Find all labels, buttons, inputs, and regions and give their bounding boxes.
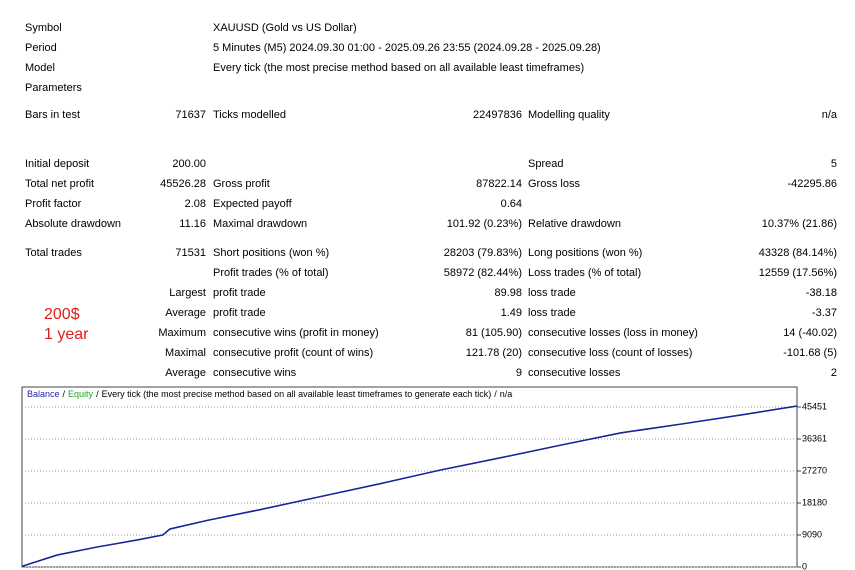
separator: / <box>96 389 99 399</box>
stat-value: 121.78 (20) <box>466 347 522 359</box>
series-line <box>21 405 798 568</box>
stat-value: 71531 <box>175 247 206 259</box>
stat-value: 14 (-40.02) <box>783 327 837 339</box>
y-tick-label: 45451 <box>802 401 827 411</box>
field-label: Period <box>25 42 57 54</box>
stat-value: 58972 (82.44%) <box>444 267 522 279</box>
stat-value: -3.37 <box>812 307 837 319</box>
field-value: 5 Minutes (M5) 2024.09.30 01:00 - 2025.0… <box>213 42 601 54</box>
stat-value: -42295.86 <box>787 178 837 190</box>
y-tick-label: 18180 <box>802 497 827 507</box>
stat-label: Short positions (won %) <box>213 247 329 259</box>
stat-value: 22497836 <box>473 109 522 121</box>
stat-value: Maximum <box>158 327 206 339</box>
annotation: 200$ <box>44 306 80 323</box>
y-tick-label: 0 <box>802 561 807 570</box>
stat-label: Bars in test <box>25 109 80 121</box>
stat-value: 2.08 <box>185 198 206 210</box>
stat-value: Average <box>165 367 206 379</box>
stat-label: Maximal drawdown <box>213 218 307 230</box>
y-tick-label: 9090 <box>802 529 822 539</box>
stat-label: Profit trades (% of total) <box>213 267 329 279</box>
stat-value: -38.18 <box>806 287 837 299</box>
stat-value: 0.64 <box>501 198 522 210</box>
stat-label: consecutive wins (profit in money) <box>213 327 379 339</box>
stat-value: 1.49 <box>501 307 522 319</box>
stat-label: Total trades <box>25 247 82 259</box>
field-label: Symbol <box>25 22 62 34</box>
stat-value: Largest <box>169 287 206 299</box>
field-label: Model <box>25 62 55 74</box>
stat-label: Gross loss <box>528 178 580 190</box>
stat-value: 12559 (17.56%) <box>759 267 837 279</box>
field-value: Every tick (the most precise method base… <box>213 62 584 74</box>
stat-label: Expected payoff <box>213 198 293 210</box>
stat-value: 89.98 <box>494 287 522 299</box>
stat-value: 5 <box>831 158 837 170</box>
caption: Every tick (the most precise method base… <box>102 389 492 399</box>
y-tick-label: 36361 <box>802 433 827 443</box>
legend-entry: Balance <box>27 389 60 399</box>
stat-label: Profit factor <box>25 198 82 210</box>
stat-label: Ticks modelled <box>213 109 286 121</box>
stat-label: consecutive losses (loss in money) <box>528 327 698 339</box>
stat-label: consecutive losses <box>528 367 621 379</box>
stat-value: Maximal <box>165 347 206 359</box>
stat-value: 200.00 <box>172 158 206 170</box>
stat-value: 87822.14 <box>476 178 522 190</box>
stat-label: Long positions (won %) <box>528 247 642 259</box>
chart-legend: Balance / Equity / Every tick (the most prec… <box>27 389 512 399</box>
stat-value: 2 <box>831 367 837 379</box>
stat-value: 71637 <box>175 109 206 121</box>
stat-label: Spread <box>528 158 563 170</box>
field-value: XAUUSD (Gold vs US Dollar) <box>213 22 357 34</box>
stat-label: Loss trades (% of total) <box>528 267 641 279</box>
separator: / <box>63 389 66 399</box>
stat-label: Modelling quality <box>528 109 610 121</box>
legend-entry: Equity <box>68 389 94 399</box>
stat-label: Gross profit <box>213 178 270 190</box>
stat-label: Total net profit <box>25 178 94 190</box>
annotation: 1 year <box>44 326 89 343</box>
stat-label: Absolute drawdown <box>25 218 121 230</box>
stat-value: n/a <box>822 109 838 121</box>
stat-label: profit trade <box>213 307 266 319</box>
stat-label: consecutive loss (count of losses) <box>528 347 692 359</box>
stat-label: Relative drawdown <box>528 218 621 230</box>
stat-value: -101.68 (5) <box>783 347 837 359</box>
y-tick-label: 27270 <box>802 465 827 475</box>
stat-value: 45526.28 <box>160 178 206 190</box>
stat-label: profit trade <box>213 287 266 299</box>
stat-value: 43328 (84.14%) <box>759 247 837 259</box>
stat-value: 10.37% (21.86) <box>762 218 837 230</box>
stat-value: 9 <box>516 367 522 379</box>
section-label: Parameters <box>25 82 82 94</box>
separator: / <box>494 389 497 399</box>
stat-value: 11.16 <box>179 218 206 230</box>
quality: n/a <box>500 389 513 399</box>
stat-label: loss trade <box>528 307 576 319</box>
stat-value: 28203 (79.83%) <box>444 247 522 259</box>
stat-value: 81 (105.90) <box>466 327 522 339</box>
stat-value: 101.92 (0.23%) <box>447 218 522 230</box>
stat-label: Initial deposit <box>25 158 89 170</box>
stat-value: Average <box>165 307 206 319</box>
stat-label: consecutive wins <box>213 367 297 379</box>
stat-label: consecutive profit (count of wins) <box>213 347 373 359</box>
stat-label: loss trade <box>528 287 576 299</box>
